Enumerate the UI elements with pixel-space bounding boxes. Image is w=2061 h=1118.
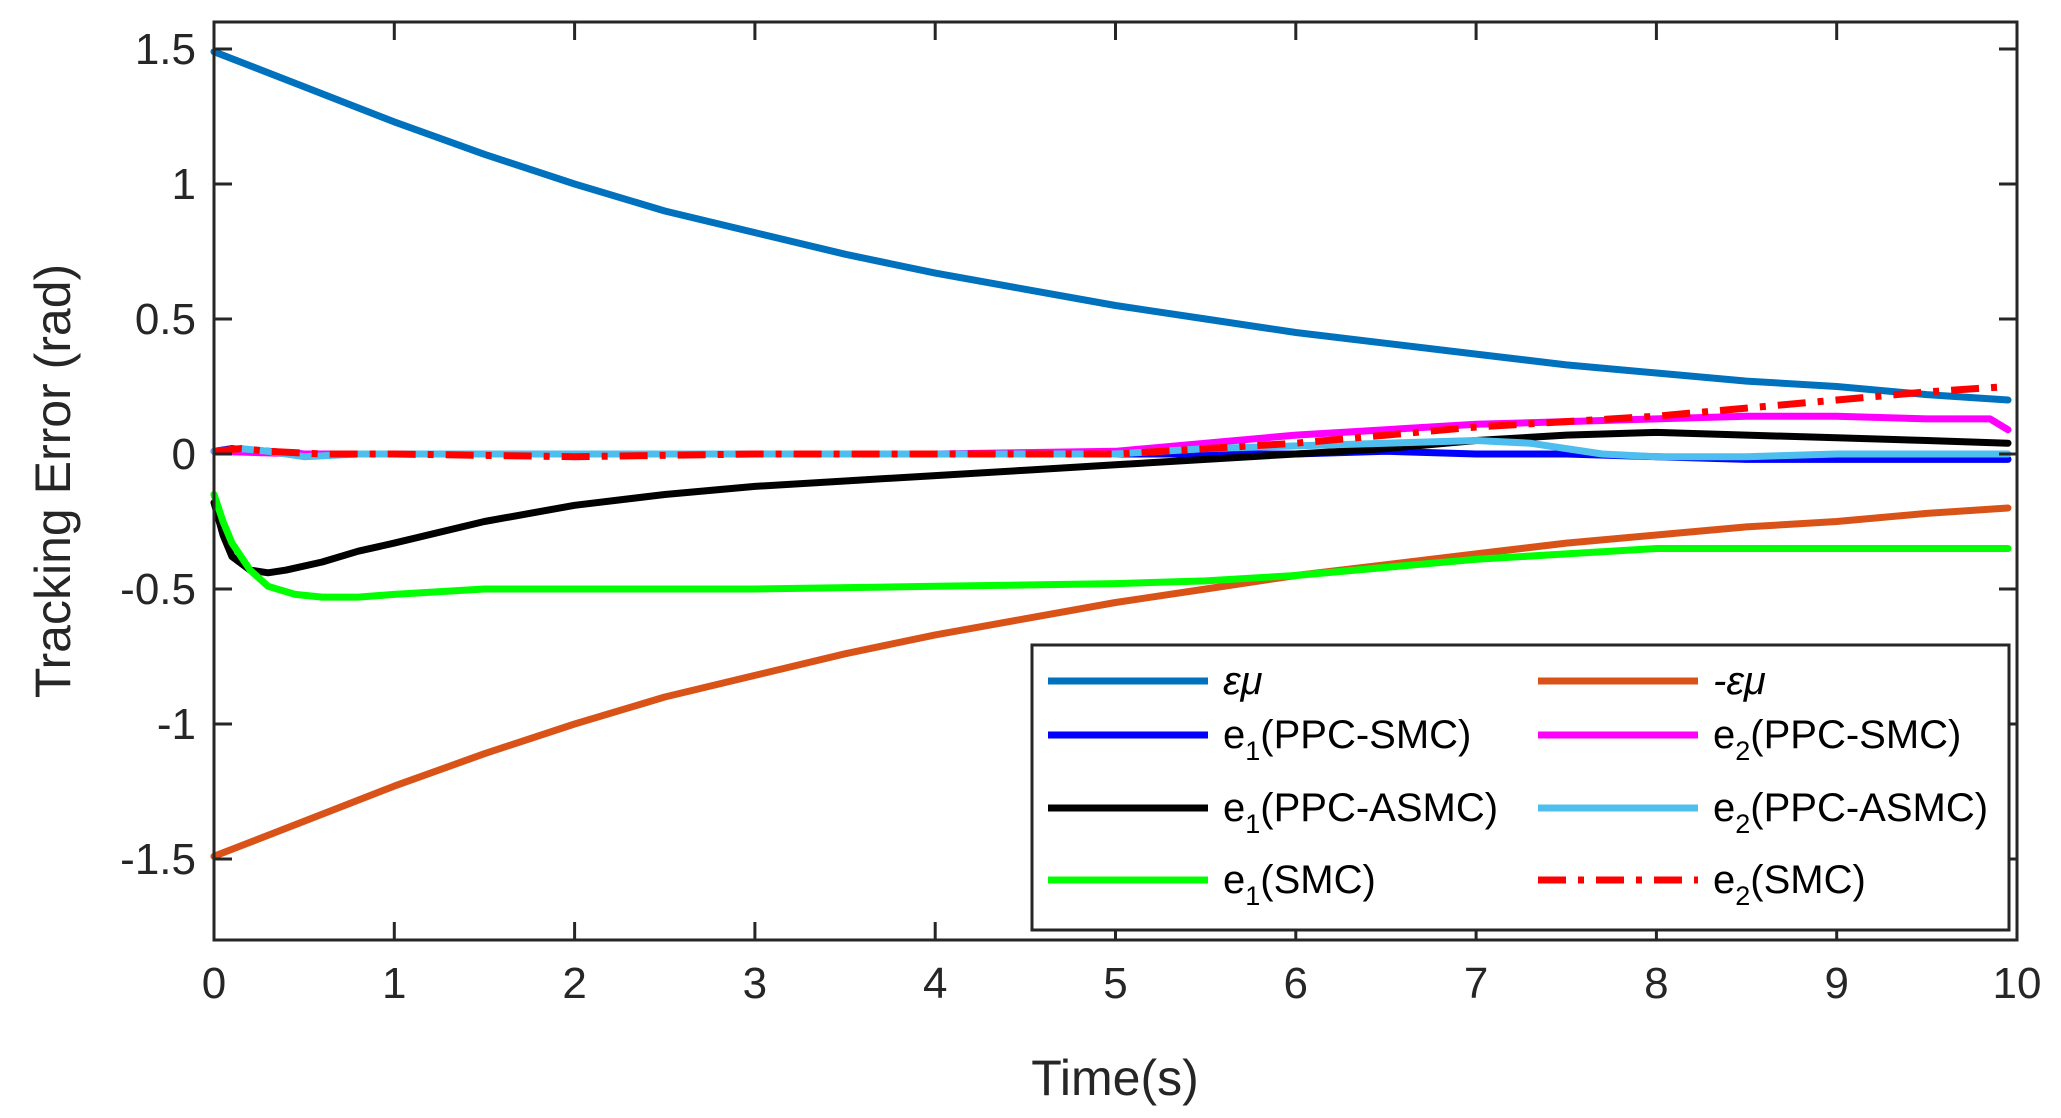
x-axis-label: Time(s) (1031, 1050, 1199, 1106)
y-tick-label: -0.5 (120, 565, 196, 614)
x-tick-label: 4 (923, 959, 947, 1008)
legend-label: -εμ (1713, 659, 1766, 703)
legend-label: e1(PPC-SMC) (1223, 713, 1471, 766)
legend-label: e1(PPC-ASMC) (1223, 786, 1498, 839)
legend-label-main: e (1713, 713, 1735, 757)
legend-label: e2(SMC) (1713, 858, 1866, 911)
legend-label-sub: 2 (1735, 809, 1750, 839)
y-ticks: 1.5 1 0.5 0 -0.5 -1 -1.5 (120, 25, 2017, 884)
legend-label-main: -εμ (1713, 659, 1766, 703)
series-line-0 (210, 48, 2012, 404)
legend-label-sub: 1 (1245, 736, 1260, 766)
x-tick-label: 6 (1284, 959, 1308, 1008)
legend-label-main: e (1713, 858, 1735, 902)
legend-label-main: e (1223, 858, 1245, 902)
legend-label-tail: (SMC) (1750, 858, 1866, 902)
x-tick-label: 8 (1644, 959, 1668, 1008)
legend-label-sub: 2 (1735, 736, 1750, 766)
x-tick-label: 5 (1103, 959, 1127, 1008)
legend-label-main: e (1713, 786, 1735, 830)
y-tick-label: 0.5 (135, 295, 196, 344)
legend-label-sub: 2 (1735, 881, 1750, 911)
legend-label: e2(PPC-SMC) (1713, 713, 1961, 766)
legend-label-main: εμ (1223, 659, 1263, 703)
legend-label-tail: (PPC-ASMC) (1260, 786, 1498, 830)
y-tick-label: 1.5 (135, 25, 196, 74)
legend-label-tail: (PPC-SMC) (1750, 713, 1961, 757)
legend-box (1030, 643, 2011, 932)
y-tick-label: -1 (157, 700, 196, 749)
x-ticks: 0 1 2 3 4 5 6 7 8 9 10 (202, 22, 2042, 1008)
x-tick-label: 2 (562, 959, 586, 1008)
x-tick-label: 10 (1993, 959, 2042, 1008)
x-tick-label: 3 (743, 959, 767, 1008)
legend-label-tail: (PPC-ASMC) (1750, 786, 1988, 830)
series-line-6 (210, 491, 2012, 601)
series-line-1 (210, 504, 2012, 860)
x-tick-label: 0 (202, 959, 226, 1008)
series-line-4 (210, 428, 2012, 577)
legend-label-tail: (SMC) (1260, 858, 1376, 902)
series-layer (210, 48, 2012, 860)
legend-label-sub: 1 (1245, 809, 1260, 839)
y-tick-label: -1.5 (120, 835, 196, 884)
legend-label: e1(SMC) (1223, 858, 1376, 911)
legend-label-tail: (PPC-SMC) (1260, 713, 1471, 757)
legend-label: e2(PPC-ASMC) (1713, 786, 1988, 839)
x-tick-label: 1 (382, 959, 406, 1008)
x-tick-label: 9 (1824, 959, 1848, 1008)
y-axis-label: Tracking Error (rad) (25, 264, 81, 698)
legend-label-sub: 1 (1245, 881, 1260, 911)
series-line-7 (213, 383, 2009, 461)
y-tick-label: 0 (172, 430, 196, 479)
y-tick-label: 1 (172, 160, 196, 209)
legend-label-main: e (1223, 713, 1245, 757)
x-tick-label: 7 (1464, 959, 1488, 1008)
legend-label: εμ (1223, 659, 1263, 703)
legend-label-main: e (1223, 786, 1245, 830)
